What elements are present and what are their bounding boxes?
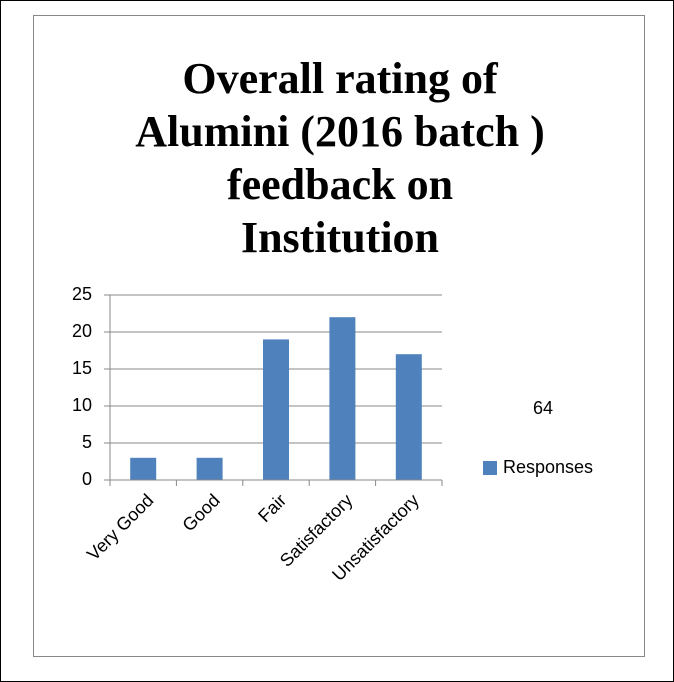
bar — [395, 354, 422, 480]
y-tick-label: 10 — [72, 395, 92, 415]
bar — [329, 317, 356, 480]
x-tick-label: Good — [178, 490, 223, 535]
legend-label: Responses — [503, 457, 593, 477]
y-tick-label: 20 — [72, 321, 92, 341]
chart-frame — [33, 15, 645, 657]
y-tick-label: 15 — [72, 358, 92, 378]
x-tick-label: Fair — [254, 490, 290, 526]
chart-title: Overall rating of Alumini (2016 batch ) … — [135, 54, 545, 262]
y-tick-label: 5 — [82, 432, 92, 452]
y-tick-label: 0 — [82, 469, 92, 489]
bar — [263, 339, 289, 480]
bar — [130, 457, 157, 480]
bar — [196, 457, 223, 480]
legend-swatch — [483, 461, 497, 475]
y-tick-label: 25 — [72, 284, 92, 304]
annotation: 64 — [533, 398, 553, 418]
x-tick-label: Very Good — [83, 490, 157, 564]
